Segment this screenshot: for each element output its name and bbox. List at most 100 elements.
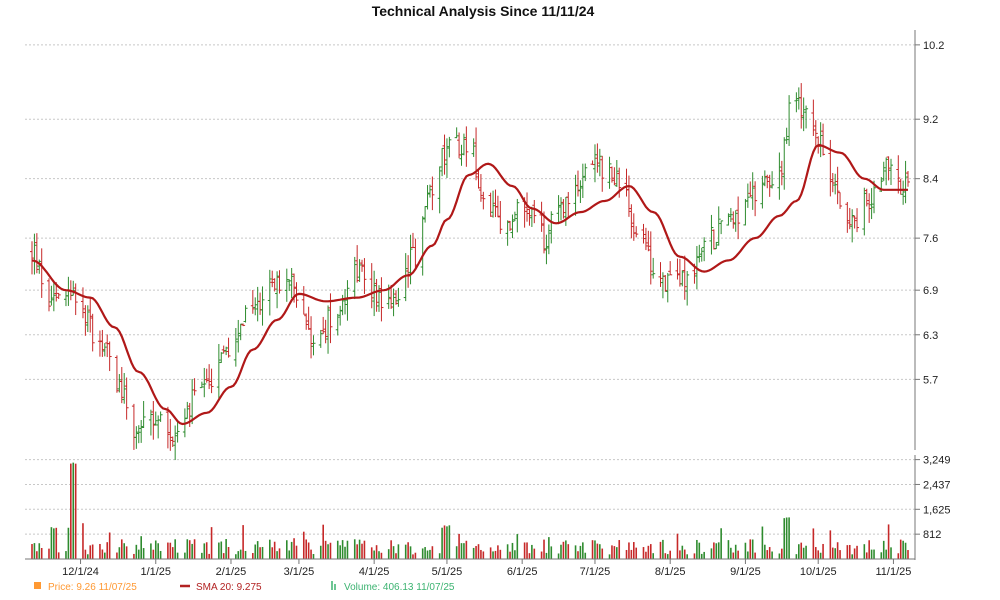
price-bar <box>512 211 517 222</box>
price-bar <box>318 329 323 348</box>
price-bar <box>510 214 515 239</box>
price-bar <box>867 193 872 223</box>
price-bar <box>352 256 357 300</box>
price-bar <box>646 230 651 252</box>
price-bar <box>566 192 571 218</box>
price-bar <box>542 211 547 254</box>
price-bar <box>321 316 326 335</box>
price-bar <box>648 231 653 285</box>
date-tick-label: 8/1/25 <box>655 566 686 578</box>
price-bar <box>377 285 382 312</box>
price-bar <box>338 305 343 326</box>
price-bar <box>335 313 340 336</box>
date-axis-ticks: 12/1/24 1/1/25 2/1/25 3/1/25 4/1/25 5/1/25 6/1… <box>62 559 911 578</box>
price-bar <box>270 270 275 288</box>
price-bar <box>493 189 498 218</box>
price-bar <box>461 133 466 156</box>
price-bar <box>413 238 418 269</box>
sma-20-line <box>31 144 908 426</box>
price-bar <box>369 263 374 309</box>
price-bar <box>641 223 646 244</box>
price-bar <box>190 378 195 425</box>
price-bar <box>345 280 350 321</box>
price-bar <box>668 261 673 276</box>
price-bar <box>88 297 93 333</box>
price-bar <box>544 234 549 265</box>
price-bar <box>243 305 248 323</box>
price-bar <box>442 134 447 175</box>
price-bar <box>323 319 328 344</box>
price-bar <box>151 401 156 440</box>
price-bar <box>495 195 500 218</box>
price-bar <box>117 374 122 393</box>
price-bar <box>379 277 384 322</box>
price-bar <box>396 287 401 307</box>
price-bar <box>830 173 835 193</box>
price-bar <box>471 138 476 157</box>
price-bar <box>733 210 738 232</box>
price-bars <box>30 83 910 461</box>
price-bar <box>675 258 680 280</box>
price-bar <box>784 127 789 144</box>
volume-gridlines <box>25 459 915 535</box>
price-bar <box>726 213 731 226</box>
price-bar <box>488 192 493 217</box>
price-bar <box>192 378 197 396</box>
legend-label: Volume: 406.13 11/07/25 <box>344 582 455 593</box>
chart-title: Technical Analysis Since 11/11/24 <box>372 3 595 19</box>
price-bar <box>498 200 503 234</box>
price-bar <box>49 285 54 306</box>
price-bar <box>787 95 792 146</box>
price-bar <box>32 233 37 275</box>
price-bar <box>580 163 585 198</box>
price-bar <box>804 105 809 129</box>
price-bar <box>199 381 204 389</box>
price-bar <box>360 259 365 272</box>
price-bar <box>153 411 158 426</box>
price-bar <box>714 241 719 250</box>
price-bar <box>864 188 869 207</box>
price-bar <box>525 192 530 222</box>
price-bar <box>457 132 462 159</box>
price-bar <box>46 278 51 312</box>
price-bar <box>309 316 314 359</box>
price-bar <box>83 305 88 336</box>
price-tick-label: 6.9 <box>923 285 938 297</box>
price-bar <box>37 259 42 274</box>
price-bar <box>607 156 612 189</box>
price-bar <box>872 180 877 214</box>
price-bar <box>505 220 510 246</box>
price-bar <box>665 272 670 303</box>
price-bar <box>204 368 209 383</box>
price-bar <box>677 258 682 287</box>
price-bar <box>898 178 903 195</box>
legend-item-volume: Volume: 406.13 11/07/25 <box>331 581 455 593</box>
price-bar <box>643 227 648 251</box>
price-bar <box>597 148 602 177</box>
price-bar <box>444 138 449 178</box>
price-bar <box>855 208 860 233</box>
legend-item-price: Price: 9.26 11/07/25 <box>34 582 137 593</box>
price-bar <box>903 160 908 204</box>
price-bar <box>862 187 867 236</box>
price-bar <box>393 290 398 305</box>
price-bar <box>583 163 588 182</box>
price-bar <box>760 175 765 209</box>
date-tick-label: 3/1/25 <box>284 566 315 578</box>
price-bar <box>658 262 663 287</box>
price-bar <box>275 271 280 309</box>
price-bar <box>558 197 563 221</box>
legend-label: SMA 20: 9.275 <box>196 582 262 593</box>
price-bar <box>437 166 442 214</box>
price-bar <box>845 201 850 233</box>
price-bar <box>85 305 90 333</box>
price-bar <box>156 415 161 439</box>
price-bar <box>590 160 595 166</box>
price-bar <box>63 291 68 307</box>
price-axis-ticks: 10.2 9.2 8.4 7.6 6.9 6.3 5.7 <box>915 40 944 386</box>
price-bar <box>403 253 408 302</box>
price-bar <box>221 345 226 354</box>
price-bar <box>250 290 255 314</box>
price-bar <box>539 201 544 232</box>
date-tick-label: 4/1/25 <box>359 566 390 578</box>
